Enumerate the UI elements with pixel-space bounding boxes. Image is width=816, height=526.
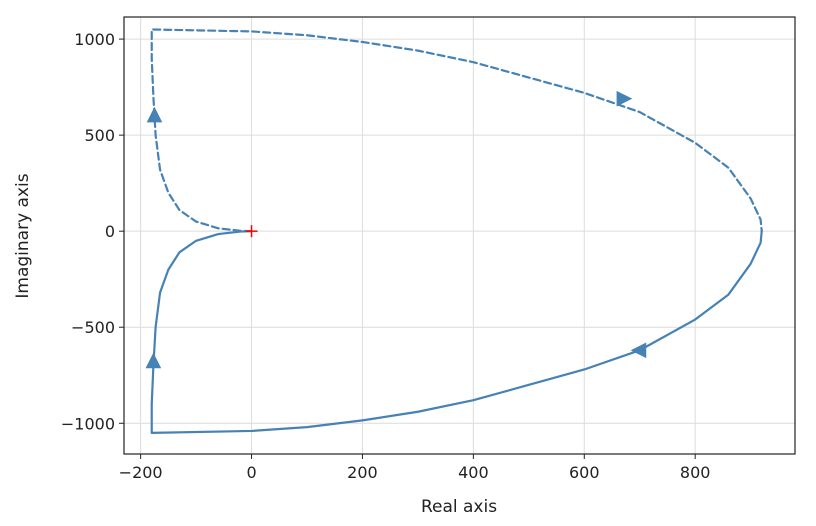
y-tick-label: −500 xyxy=(71,318,115,337)
grid xyxy=(124,17,795,454)
y-tick-label: 1000 xyxy=(74,30,115,49)
y-tick-label: 0 xyxy=(105,222,115,241)
direction-arrow-up xyxy=(146,106,163,123)
direction-arrow-up xyxy=(145,352,162,369)
direction-arrows xyxy=(145,90,647,369)
nyquist-curves xyxy=(150,28,763,434)
y-tick-label: 500 xyxy=(84,126,115,145)
plot-frame xyxy=(123,16,796,455)
nyquist-curve-solid xyxy=(150,230,763,434)
x-axis-ticks: −200 0 200 400 600 800 xyxy=(119,454,711,482)
x-tick-label: 600 xyxy=(569,463,600,482)
mirror-curve-dashed xyxy=(150,28,763,233)
x-tick-label: 200 xyxy=(347,463,378,482)
direction-arrow-right xyxy=(616,90,633,107)
y-axis-label: Imaginary axis xyxy=(13,173,33,298)
y-tick-label: −1000 xyxy=(61,414,115,433)
y-axis-ticks: 1000 500 0 −500 −1000 xyxy=(61,30,124,433)
x-axis-label: Real axis xyxy=(421,497,497,517)
x-tick-label: 0 xyxy=(246,463,256,482)
x-tick-label: 400 xyxy=(458,463,489,482)
direction-arrow-left xyxy=(630,342,647,359)
critical-point-marker xyxy=(245,225,258,238)
x-tick-label: 800 xyxy=(680,463,711,482)
x-tick-label: −200 xyxy=(119,463,163,482)
